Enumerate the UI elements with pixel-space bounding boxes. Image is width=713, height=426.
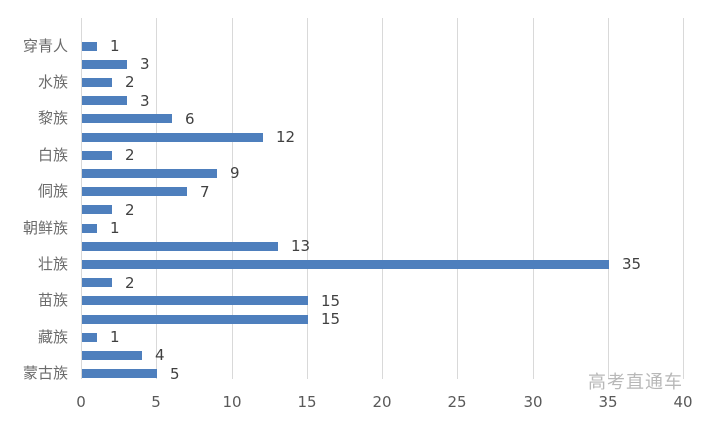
- bar-value-label: 1: [110, 37, 120, 55]
- bar: [82, 42, 97, 51]
- bar: [82, 114, 172, 123]
- category-label: 藏族: [37, 328, 68, 346]
- bar: [82, 78, 112, 87]
- category-label: 朝鲜族: [22, 219, 68, 237]
- x-tick-label: 40: [673, 393, 693, 411]
- gridline: [382, 18, 383, 379]
- bar: [82, 151, 112, 160]
- bar-value-label: 2: [125, 146, 135, 164]
- bar-value-label: 6: [185, 110, 195, 128]
- bar: [82, 333, 97, 342]
- bar: [82, 315, 308, 324]
- x-tick-label: 25: [447, 393, 467, 411]
- gridline: [81, 18, 82, 379]
- gridline: [608, 18, 609, 379]
- bar-value-label: 4: [155, 346, 165, 364]
- gridline: [533, 18, 534, 379]
- bar: [82, 60, 127, 69]
- category-label: 蒙古族: [22, 364, 68, 382]
- x-tick-label: 0: [76, 393, 86, 411]
- bar-value-label: 13: [291, 237, 311, 255]
- bar-value-label: 1: [110, 219, 120, 237]
- bar: [82, 169, 217, 178]
- gridline: [683, 18, 684, 379]
- bar-value-label: 2: [125, 201, 135, 219]
- bar-value-label: 15: [321, 292, 341, 310]
- bar-value-label: 3: [140, 55, 150, 73]
- bar: [82, 369, 157, 378]
- bar: [82, 187, 187, 196]
- bar: [82, 278, 112, 287]
- bar-value-label: 35: [622, 255, 642, 273]
- category-label: 黎族: [37, 109, 68, 127]
- gridline: [156, 18, 157, 379]
- bar-value-label: 5: [170, 365, 180, 383]
- x-tick-label: 20: [372, 393, 392, 411]
- gridline: [307, 18, 308, 379]
- gridline: [232, 18, 233, 379]
- bar-value-label: 2: [125, 274, 135, 292]
- x-tick-label: 30: [523, 393, 543, 411]
- bar-value-label: 1: [110, 328, 120, 346]
- bar-value-label: 12: [276, 128, 296, 146]
- bar: [82, 242, 278, 251]
- x-tick-label: 15: [297, 393, 317, 411]
- plot-area: 1 穿青人 3 2 水族 3 6 黎族 12 2 白族 9 7 侗族 2 1 朝鲜族 13 35 壮族 2 15 苗族 15 1…: [23, 18, 684, 383]
- bar: [82, 296, 308, 305]
- bar: [82, 351, 142, 360]
- category-label: 白族: [37, 146, 68, 164]
- category-label: 苗族: [37, 291, 68, 309]
- x-tick-label: 10: [222, 393, 242, 411]
- category-label: 侗族: [37, 182, 68, 200]
- bar-value-label: 7: [200, 183, 210, 201]
- bar: [82, 133, 263, 142]
- gridline: [457, 18, 458, 379]
- bar: [82, 205, 112, 214]
- x-tick-label: 35: [598, 393, 618, 411]
- bar-value-label: 9: [230, 164, 240, 182]
- watermark: 高考直通车: [588, 372, 683, 393]
- bar: [82, 224, 97, 233]
- x-tick-label: 5: [151, 393, 161, 411]
- category-label: 穿青人: [22, 37, 68, 55]
- bar-value-label: 3: [140, 92, 150, 110]
- bar-value-label: 15: [321, 310, 341, 328]
- category-label: 水族: [37, 73, 68, 91]
- category-label: 壮族: [37, 255, 68, 273]
- bar-value-label: 2: [125, 73, 135, 91]
- bar: [82, 260, 609, 269]
- bar: [82, 96, 127, 105]
